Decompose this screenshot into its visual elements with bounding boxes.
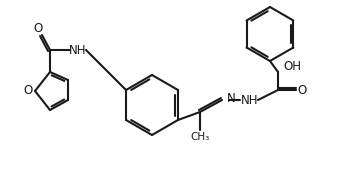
Text: NH: NH xyxy=(69,43,87,56)
Text: O: O xyxy=(33,22,42,36)
Text: CH₃: CH₃ xyxy=(190,132,210,142)
Text: O: O xyxy=(23,84,33,98)
Text: O: O xyxy=(297,84,307,96)
Text: OH: OH xyxy=(283,59,301,72)
Text: N: N xyxy=(227,93,236,105)
Text: NH: NH xyxy=(241,93,259,107)
